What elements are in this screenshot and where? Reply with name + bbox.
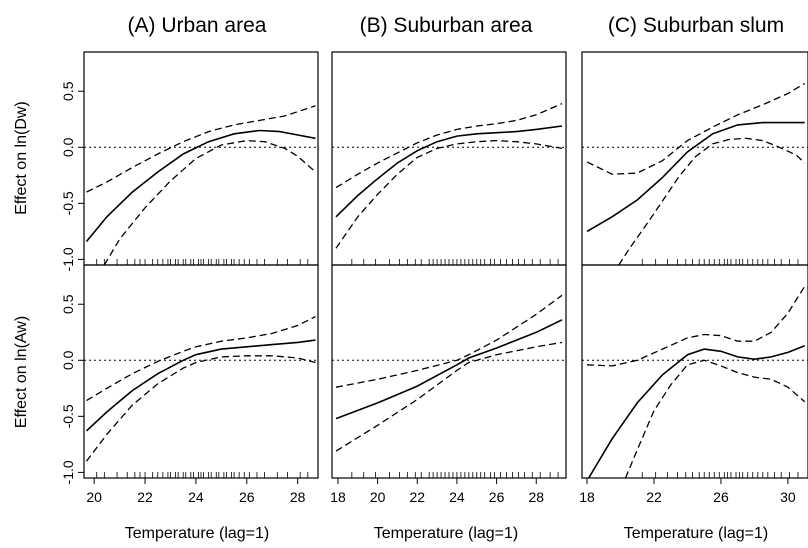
x-tick-label: 26	[489, 489, 505, 505]
column-title-3: (C) Suburban slum	[608, 14, 784, 37]
fitted-curve	[335, 125, 563, 218]
upper-ci-curve	[586, 285, 806, 367]
y-tick-label: 0.5	[60, 81, 76, 101]
lower-ci-curve	[624, 359, 806, 478]
panel-r1-c3	[581, 51, 808, 266]
x-tick-label: 22	[646, 489, 662, 505]
y-tick-label: -0.5	[60, 404, 76, 428]
panel-frame	[581, 264, 808, 479]
panel-frame	[331, 264, 567, 479]
x-tick-label: 18	[579, 489, 595, 505]
x-axis-label-col-3: Temperature (lag=1)	[624, 525, 769, 542]
panel-r2-c2: 18 20 22 24 26 28	[330, 264, 567, 505]
column-title-2: (B) Suburban area	[360, 14, 533, 37]
y-tick-label: -0.5	[60, 191, 76, 215]
x-tick-label: 26	[239, 489, 255, 505]
panel-r1-c1: -1.0 -0.5 0.0 0.5	[60, 51, 319, 271]
x-axis-label-col-1: Temperature (lag=1)	[125, 525, 270, 542]
panel-frame	[581, 51, 808, 266]
y-tick-label: 0.5	[60, 294, 76, 314]
lower-ci-curve	[618, 137, 806, 265]
panel-frame	[83, 264, 319, 479]
lower-ci-curve	[335, 139, 563, 249]
x-tick-label: 24	[188, 489, 204, 505]
x-tick-label: 28	[290, 489, 306, 505]
x-tick-label: 22	[409, 489, 425, 505]
x-tick-label: 18	[330, 489, 346, 505]
lower-ci-curve	[335, 341, 563, 452]
panel-r1-c2	[331, 51, 567, 266]
panel-r2-c3: 18 22 26 30	[579, 264, 808, 505]
y-tick-label: 0.0	[60, 350, 76, 370]
x-axis-label-col-2: Temperature (lag=1)	[374, 525, 519, 542]
lower-ci-curve	[85, 355, 316, 462]
upper-ci-curve	[86, 105, 316, 193]
panel-r2-c1: -1.0 -0.5 0.0 0.5 20 22 24 26 28	[60, 264, 319, 505]
fitted-curve	[85, 129, 316, 243]
y-tick-label: 0.0	[60, 137, 76, 157]
x-tick-label: 20	[370, 489, 386, 505]
panel-frame	[83, 51, 319, 266]
y-tick-label: -1.0	[60, 460, 76, 484]
upper-ci-curve	[335, 103, 563, 189]
x-tick-label: 22	[137, 489, 153, 505]
upper-ci-curve	[86, 316, 316, 402]
upper-ci-curve	[335, 294, 563, 388]
fitted-curve	[335, 319, 563, 420]
lower-ci-curve	[103, 139, 316, 265]
panel-frame	[331, 51, 567, 266]
x-tick-label: 20	[86, 489, 102, 505]
column-title-1: (A) Urban area	[128, 14, 267, 37]
fitted-curve	[586, 121, 805, 233]
upper-ci-curve	[586, 82, 806, 175]
fitted-curve	[85, 339, 316, 432]
y-tick-label: -1.0	[60, 247, 76, 271]
fitted-curve	[588, 344, 805, 478]
x-tick-label: 26	[713, 489, 729, 505]
x-tick-label: 28	[528, 489, 544, 505]
y-axis-label-row-1: Effect on ln(Dw)	[13, 101, 30, 215]
y-axis-label-row-2: Effect on ln(Aw)	[13, 316, 30, 428]
x-tick-label: 24	[449, 489, 465, 505]
x-tick-label: 30	[780, 489, 796, 505]
